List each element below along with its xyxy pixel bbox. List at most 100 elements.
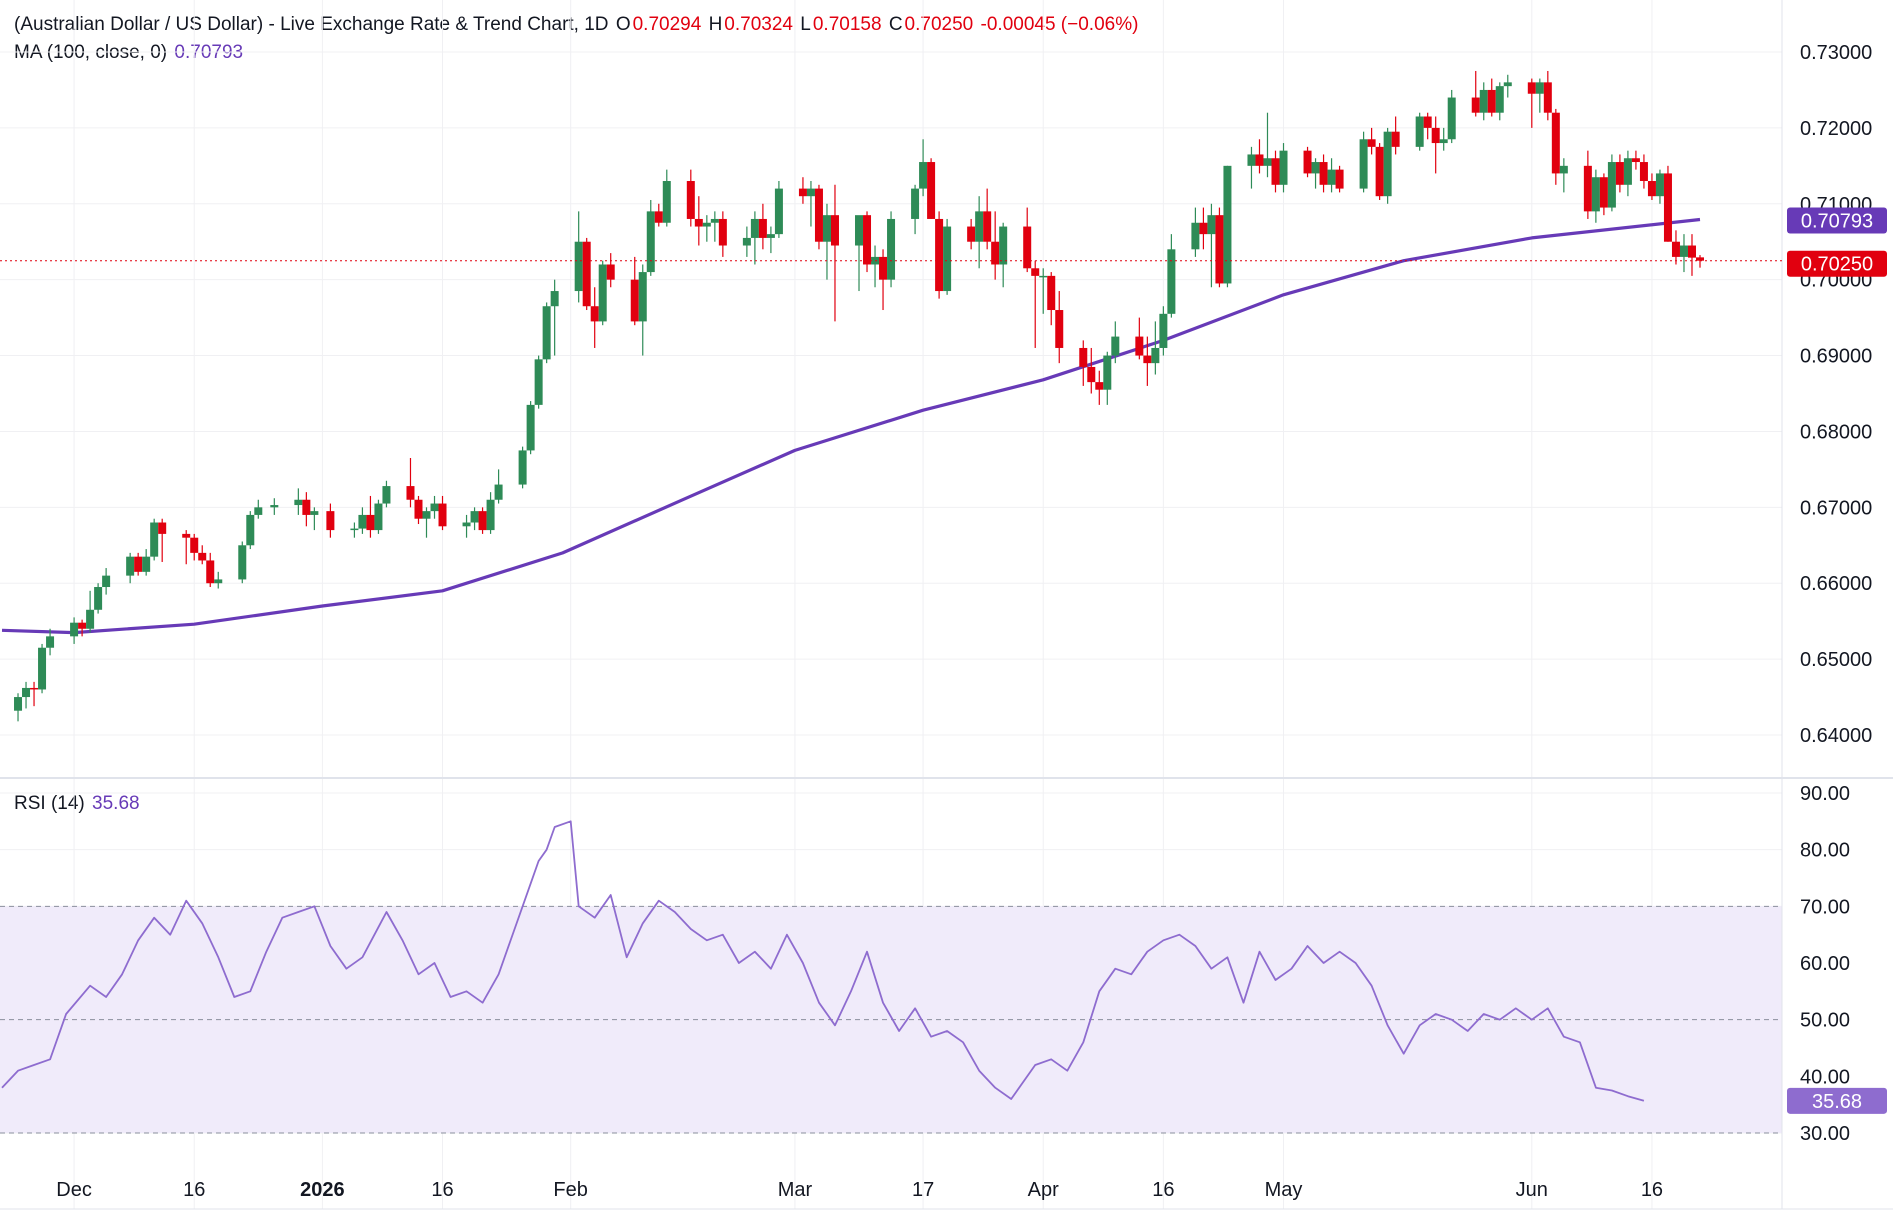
candle-body	[14, 697, 23, 711]
price-tick-label: 0.73000	[1800, 42, 1872, 64]
candle	[14, 693, 23, 722]
candle-body	[1647, 181, 1656, 197]
candle-body	[798, 188, 807, 197]
candle-body	[94, 587, 103, 610]
candle	[975, 196, 984, 269]
candle-body	[983, 211, 992, 242]
candle	[430, 495, 439, 519]
candle	[1631, 150, 1640, 170]
candle-body	[1039, 275, 1048, 278]
candle-body	[991, 241, 1000, 265]
high-value: 0.70324	[724, 14, 793, 35]
candle	[542, 302, 551, 364]
price-tick-label: 0.69000	[1800, 346, 1872, 368]
candle-body	[911, 188, 920, 219]
candle-body	[1311, 162, 1320, 174]
candle	[494, 469, 503, 504]
x-tick-label: Mar	[778, 1179, 813, 1201]
last-price-tag: 0.70250	[1801, 254, 1873, 276]
candle-body	[518, 450, 527, 485]
candle-body	[1503, 82, 1512, 87]
candle	[1167, 234, 1176, 318]
candle	[606, 253, 615, 288]
candle-body	[302, 499, 311, 515]
candle	[1263, 112, 1272, 178]
candle-body	[1663, 173, 1672, 242]
candle-body	[270, 505, 279, 508]
candle-body	[1631, 158, 1640, 163]
candle	[694, 196, 703, 246]
candle	[526, 401, 535, 455]
candle	[462, 514, 471, 538]
candle	[1679, 234, 1688, 273]
candle-body	[486, 499, 495, 531]
candle	[919, 139, 928, 197]
candle	[1359, 131, 1368, 193]
price-legend: (Australian Dollar / US Dollar) - Live E…	[14, 14, 1140, 36]
candle	[887, 211, 896, 288]
candle-body	[1623, 158, 1632, 185]
candle-body	[198, 552, 207, 561]
candle	[855, 215, 864, 292]
candle-body	[999, 226, 1008, 265]
open-value: 0.70294	[632, 14, 702, 35]
candle	[534, 355, 543, 409]
candle	[814, 184, 823, 250]
candle-body	[310, 511, 319, 515]
candle	[863, 211, 872, 273]
candle-body	[967, 226, 976, 242]
ma-price-tag-bg	[1787, 207, 1887, 234]
candle	[470, 507, 479, 531]
candle-body	[1087, 366, 1096, 383]
candle	[310, 507, 319, 531]
candle-body	[710, 218, 719, 223]
candle	[991, 211, 1000, 280]
candle-body	[350, 528, 359, 531]
x-tick-label: 16	[183, 1179, 205, 1201]
candle-body	[750, 218, 759, 238]
candle-body	[1679, 245, 1688, 257]
candle	[86, 590, 95, 633]
candle-body	[1047, 275, 1056, 311]
candle-body	[1671, 241, 1680, 257]
candle-body	[246, 514, 255, 546]
candle	[182, 530, 191, 565]
rsi-tick-label: 60.00	[1800, 953, 1850, 975]
candle-body	[1543, 82, 1552, 113]
candle	[518, 446, 527, 489]
candle-body	[638, 272, 647, 322]
candle-body	[1191, 222, 1200, 250]
candle-body	[598, 264, 607, 322]
candle	[1527, 78, 1536, 128]
candle	[1599, 173, 1608, 216]
candle	[1079, 340, 1088, 386]
candle-body	[855, 215, 864, 246]
candle	[550, 279, 559, 356]
candle-body	[182, 533, 191, 538]
candle-body	[126, 556, 135, 576]
candle-body	[1103, 355, 1112, 390]
candle	[774, 181, 783, 238]
candle-body	[430, 503, 439, 512]
candle	[750, 211, 759, 265]
candle-body	[238, 545, 247, 580]
candle	[766, 226, 775, 254]
candle-body	[1383, 131, 1392, 197]
candle-body	[494, 484, 503, 500]
candle	[1159, 306, 1168, 356]
candle	[382, 480, 391, 508]
candle	[1671, 230, 1680, 265]
candle	[438, 495, 447, 531]
candle	[1487, 78, 1496, 117]
candle	[1143, 336, 1152, 386]
candle-body	[694, 218, 703, 227]
candle	[822, 203, 831, 280]
rsi-tick-label: 30.00	[1800, 1123, 1850, 1145]
candle-body	[766, 234, 775, 238]
candle-body	[646, 211, 655, 273]
candle	[1375, 143, 1384, 200]
candle-body	[590, 306, 599, 322]
candle-body	[294, 499, 303, 506]
candle	[366, 495, 375, 538]
